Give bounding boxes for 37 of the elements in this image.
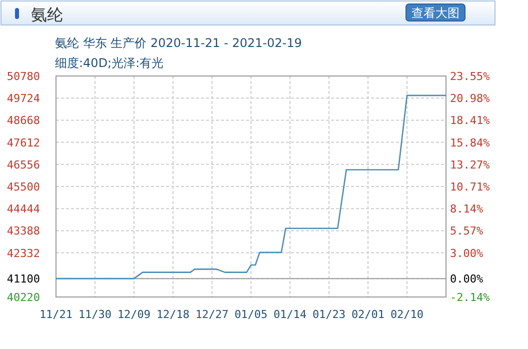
y2-tick-label: 20.98% — [450, 92, 490, 106]
x-tick-label: 11/21 — [39, 308, 73, 321]
y-tick-label: 41100 — [6, 272, 40, 286]
x-tick-label: 11/30 — [78, 308, 112, 321]
y2-tick-label: 13.27% — [450, 158, 490, 172]
y-tick-label: 45500 — [6, 180, 40, 194]
y2-tick-label: 3.00% — [450, 246, 484, 260]
x-tick-label: 12/27 — [195, 308, 229, 321]
x-tick-label: 12/09 — [117, 308, 151, 321]
y2-tick-label: -2.14% — [450, 291, 490, 304]
line-series — [55, 94, 447, 280]
y-tick-label: 47612 — [6, 136, 40, 150]
x-tick-label: 12/18 — [156, 308, 190, 321]
text: 查看大图 — [412, 6, 460, 20]
y-tick-label: 44444 — [6, 202, 40, 216]
y-tick-label: 50780 — [6, 70, 40, 83]
y2-tick-label: 18.41% — [450, 114, 490, 128]
y2-tick-label: 23.55% — [450, 70, 490, 83]
y2-tick-label: 15.84% — [450, 136, 490, 150]
x-tick-label: 02/10 — [390, 308, 424, 321]
x-tick-label: 01/05 — [234, 308, 268, 321]
y-tick-label: 49724 — [6, 92, 40, 106]
y2-tick-label: 5.57% — [450, 224, 484, 238]
y-tick-label: 43388 — [6, 224, 40, 238]
x-tick-label: 02/01 — [351, 308, 385, 321]
y2-tick-label: 8.14% — [450, 202, 484, 216]
y-tick-label: 48668 — [6, 114, 40, 128]
x-tick-label: 01/23 — [312, 308, 346, 321]
chart-title: 氨纶 — [31, 5, 63, 24]
x-tick-label: 01/14 — [273, 308, 307, 321]
chart-subtitle: 氨纶 华东 生产价 2020-11-21 - 2021-02-19 — [55, 36, 302, 50]
text: 细度:40D;光泽:有光 — [55, 56, 164, 70]
y-tick-label: 46556 — [6, 158, 40, 172]
y-tick-label: 42332 — [6, 246, 40, 260]
y2-tick-label: 0.00% — [450, 272, 484, 286]
y2-tick-label: 10.71% — [450, 180, 490, 194]
y-tick-label: 40220 — [6, 291, 40, 304]
